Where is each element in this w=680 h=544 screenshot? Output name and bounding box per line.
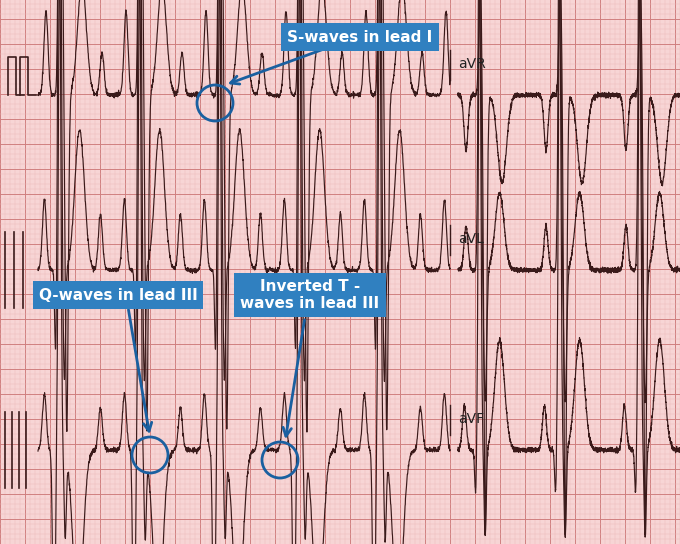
Text: Q-waves in lead III: Q-waves in lead III [39, 287, 197, 302]
Text: aVF: aVF [458, 412, 484, 426]
Text: aVL: aVL [458, 232, 484, 246]
Text: S-waves in lead I: S-waves in lead I [288, 29, 432, 45]
Text: aVR: aVR [458, 57, 486, 71]
Text: Inverted T -
waves in lead III: Inverted T - waves in lead III [241, 279, 379, 311]
